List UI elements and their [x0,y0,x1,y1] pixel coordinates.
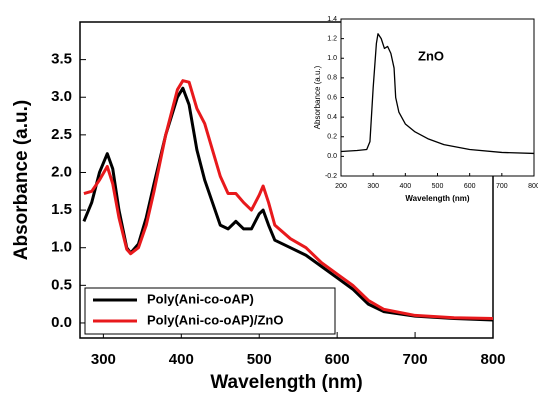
x-tick-label: 800 [528,183,538,190]
y-tick-label: 1.2 [327,35,337,42]
x-axis-title: Wavelength (nm) [405,194,469,203]
x-tick-label: 200 [335,183,347,190]
data-line [83,79,494,320]
y-tick-label: 0.0 [327,153,337,160]
y-tick-label: 3.0 [51,88,72,105]
y-tick-label: -0.2 [325,173,337,180]
data-line [340,33,535,155]
y-tick-label: 1.4 [327,16,337,23]
x-tick-label: 700 [496,183,508,190]
x-tick-label: 500 [432,183,444,190]
x-tick-label: 400 [169,351,194,368]
x-tick-label: 600 [325,351,350,368]
y-tick-label: 0.4 [327,114,337,121]
y-tick-label: 0.0 [51,314,72,331]
x-tick-label: 800 [480,351,505,368]
y-axis-title: Absorbance (a.u.) [313,65,322,129]
x-tick-label: 600 [464,183,476,190]
y-tick-label: 1.0 [51,239,72,256]
x-axis-title: Wavelength (nm) [210,372,362,393]
x-tick-label: 500 [247,351,272,368]
y-axis-title: Absorbance (a.u.) [11,100,32,260]
y-tick-label: 0.5 [51,276,72,293]
y-tick-label: 3.5 [51,51,72,68]
y-tick-label: 0.2 [327,134,337,141]
y-tick-label: 0.6 [327,94,337,101]
x-tick-label: 700 [403,351,428,368]
legend-box [84,287,336,335]
y-tick-label: 2.5 [51,126,72,143]
y-tick-label: 0.8 [327,75,337,82]
legend-label: Poly(Ani-co-oAP) [147,291,254,306]
y-tick-label: 1.5 [51,201,72,218]
x-tick-label: 400 [399,183,411,190]
legend-label: Poly(Ani-co-oAP)/ZnO [147,312,284,327]
y-tick-label: 2.0 [51,163,72,180]
annotation: ZnO [418,48,444,63]
x-tick-label: 300 [367,183,379,190]
y-tick-label: 1.0 [327,55,337,62]
x-tick-label: 300 [91,351,116,368]
